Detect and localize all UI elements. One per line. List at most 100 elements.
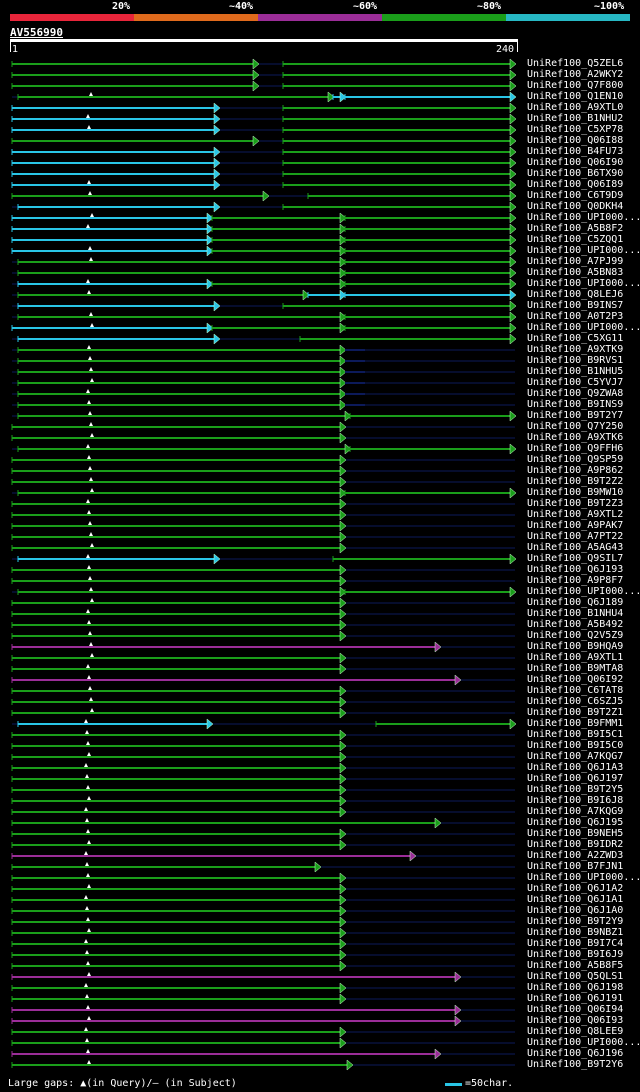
hit-label[interactable]: UniRef100_B9T2Z3 bbox=[527, 498, 624, 509]
hit-label[interactable]: UniRef100_B6TX90 bbox=[527, 168, 624, 179]
hit-label[interactable]: UniRef100_A9XTK9 bbox=[527, 344, 624, 355]
hit-label[interactable]: UniRef100_B1NHU5 bbox=[527, 366, 624, 377]
hit-label[interactable]: UniRef100_B9I6J9 bbox=[527, 949, 624, 960]
hit-label[interactable]: UniRef100_Q06I90 bbox=[527, 157, 624, 168]
hit-label[interactable]: UniRef100_A9PAK7 bbox=[527, 520, 624, 531]
hit-label[interactable]: UniRef100_B9I7C4 bbox=[527, 938, 624, 949]
hit-label[interactable]: UniRef100_UPI000... bbox=[527, 245, 640, 256]
hit-label[interactable]: UniRef100_B9INS9 bbox=[527, 399, 624, 410]
hit-label[interactable]: UniRef100_UPI000... bbox=[527, 278, 640, 289]
hit-label[interactable]: UniRef100_C5YVJ7 bbox=[527, 377, 624, 388]
hit-label[interactable]: UniRef100_UPI000... bbox=[527, 872, 640, 883]
hit-label[interactable]: UniRef100_Q1EN10 bbox=[527, 91, 624, 102]
hit-label[interactable]: UniRef100_B9MW10 bbox=[527, 487, 624, 498]
hit-label[interactable]: UniRef100_A5B8F5 bbox=[527, 960, 624, 971]
hit-label[interactable]: UniRef100_B9MTA8 bbox=[527, 663, 624, 674]
hit-label[interactable]: UniRef100_B1NHU2 bbox=[527, 113, 624, 124]
hit-end-arrow bbox=[213, 124, 221, 136]
hit-label[interactable]: UniRef100_C5XG11 bbox=[527, 333, 624, 344]
hit-label[interactable]: UniRef100_Q6J1A3 bbox=[527, 762, 624, 773]
hit-label[interactable]: UniRef100_A2WKY2 bbox=[527, 69, 624, 80]
hit-label[interactable]: UniRef100_A5AG43 bbox=[527, 542, 624, 553]
hit-label[interactable]: UniRef100_Q06I89 bbox=[527, 179, 624, 190]
hit-label[interactable]: UniRef100_UPI000... bbox=[527, 212, 640, 223]
hit-label[interactable]: UniRef100_Q2V5Z9 bbox=[527, 630, 624, 641]
hit-label[interactable]: UniRef100_Q9ZWA8 bbox=[527, 388, 624, 399]
query-gap-marker bbox=[85, 730, 89, 734]
hit-label[interactable]: UniRef100_B9NBZ1 bbox=[527, 927, 624, 938]
hit-label[interactable]: UniRef100_A2ZWD3 bbox=[527, 850, 624, 861]
query-gap-marker bbox=[87, 884, 91, 888]
hit-label[interactable]: UniRef100_Q5QLS1 bbox=[527, 971, 624, 982]
hit-label[interactable]: UniRef100_Q6J1A2 bbox=[527, 883, 624, 894]
hit-label[interactable]: UniRef100_Q5ZEL6 bbox=[527, 58, 624, 69]
hit-label[interactable]: UniRef100_B9I6J8 bbox=[527, 795, 624, 806]
hit-label[interactable]: UniRef100_C6SZJ5 bbox=[527, 696, 624, 707]
hit-label[interactable]: UniRef100_A7PT22 bbox=[527, 531, 624, 542]
query-id[interactable]: AV556990 bbox=[10, 26, 63, 39]
hit-label[interactable]: UniRef100_B9T2Y9 bbox=[527, 916, 624, 927]
hit-label[interactable]: UniRef100_Q6J1A1 bbox=[527, 894, 624, 905]
hit-label[interactable]: UniRef100_Q6J191 bbox=[527, 993, 624, 1004]
hit-label[interactable]: UniRef100_UPI000... bbox=[527, 1037, 640, 1048]
hit-label[interactable]: UniRef100_A9XTL2 bbox=[527, 509, 624, 520]
hit-label[interactable]: UniRef100_UPI000... bbox=[527, 322, 640, 333]
hit-label[interactable]: UniRef100_C6TAT8 bbox=[527, 685, 624, 696]
hit-label[interactable]: UniRef100_C5XP78 bbox=[527, 124, 624, 135]
hit-label[interactable]: UniRef100_B9INS7 bbox=[527, 300, 624, 311]
hit-label[interactable]: UniRef100_A9XTL1 bbox=[527, 652, 624, 663]
hit-label[interactable]: UniRef100_B9NEH5 bbox=[527, 828, 624, 839]
hit-label[interactable]: UniRef100_Q6J198 bbox=[527, 982, 624, 993]
hit-label[interactable]: UniRef100_B9T2Y7 bbox=[527, 410, 624, 421]
hit-label[interactable]: UniRef100_Q9SIL7 bbox=[527, 553, 624, 564]
hit-label[interactable]: UniRef100_B9T2Z1 bbox=[527, 707, 624, 718]
hit-label[interactable]: UniRef100_B9FMM1 bbox=[527, 718, 624, 729]
hit-label[interactable]: UniRef100_B9I5C1 bbox=[527, 729, 624, 740]
hit-label[interactable]: UniRef100_Q7F800 bbox=[527, 80, 624, 91]
hit-label[interactable]: UniRef100_Q6J1A0 bbox=[527, 905, 624, 916]
hit-label[interactable]: UniRef100_A9P8F7 bbox=[527, 575, 624, 586]
hit-label[interactable]: UniRef100_A5B8F2 bbox=[527, 223, 624, 234]
hit-label[interactable]: UniRef100_B1NHU4 bbox=[527, 608, 624, 619]
hit-end-arrow bbox=[339, 575, 347, 587]
hit-label[interactable]: UniRef100_B9RVS1 bbox=[527, 355, 624, 366]
hit-end-arrow bbox=[339, 520, 347, 532]
hit-label[interactable]: UniRef100_Q6J196 bbox=[527, 1048, 624, 1059]
hit-label[interactable]: UniRef100_B9T2Z2 bbox=[527, 476, 624, 487]
hit-label[interactable]: UniRef100_B9HQA9 bbox=[527, 641, 624, 652]
hit-label[interactable]: UniRef100_A7KQG9 bbox=[527, 806, 624, 817]
hit-label[interactable]: UniRef100_B9T2Y6 bbox=[527, 1059, 624, 1070]
hit-label[interactable]: UniRef100_C6T9D9 bbox=[527, 190, 624, 201]
hit-label[interactable]: UniRef100_Q06I93 bbox=[527, 1015, 624, 1026]
hit-label[interactable]: UniRef100_A7PJ99 bbox=[527, 256, 624, 267]
hit-label[interactable]: UniRef100_C5ZQQ1 bbox=[527, 234, 624, 245]
hit-label[interactable]: UniRef100_Q9FFH6 bbox=[527, 443, 624, 454]
hit-label[interactable]: UniRef100_B9I5C0 bbox=[527, 740, 624, 751]
hit-label[interactable]: UniRef100_A7KQG7 bbox=[527, 751, 624, 762]
hit-label[interactable]: UniRef100_Q7Y250 bbox=[527, 421, 624, 432]
hit-label[interactable]: UniRef100_A9P862 bbox=[527, 465, 624, 476]
hit-label[interactable]: UniRef100_Q6J197 bbox=[527, 773, 624, 784]
hit-label[interactable]: UniRef100_B4FU73 bbox=[527, 146, 624, 157]
hit-label[interactable]: UniRef100_B9T2Y5 bbox=[527, 784, 624, 795]
hit-label[interactable]: UniRef100_Q0DKH4 bbox=[527, 201, 624, 212]
hit-label[interactable]: UniRef100_Q6J195 bbox=[527, 817, 624, 828]
hit-label[interactable]: UniRef100_Q8LEE9 bbox=[527, 1026, 624, 1037]
hit-label[interactable]: UniRef100_Q9SP59 bbox=[527, 454, 624, 465]
hit-label[interactable]: UniRef100_B9IDR2 bbox=[527, 839, 624, 850]
hit-label[interactable]: UniRef100_A5B492 bbox=[527, 619, 624, 630]
hit-label[interactable]: UniRef100_Q06I88 bbox=[527, 135, 624, 146]
hit-end-arrow bbox=[339, 487, 347, 499]
hit-label[interactable]: UniRef100_Q06I94 bbox=[527, 1004, 624, 1015]
hit-label[interactable]: UniRef100_A9XTL0 bbox=[527, 102, 624, 113]
hit-label[interactable]: UniRef100_A0T2P3 bbox=[527, 311, 624, 322]
hit-label[interactable]: UniRef100_A9XTK6 bbox=[527, 432, 624, 443]
hit-end-arrow bbox=[509, 256, 517, 268]
hit-label[interactable]: UniRef100_Q06I92 bbox=[527, 674, 624, 685]
hit-label[interactable]: UniRef100_B7FJN1 bbox=[527, 861, 624, 872]
hit-label[interactable]: UniRef100_Q8LEJ6 bbox=[527, 289, 624, 300]
hit-label[interactable]: UniRef100_Q6J193 bbox=[527, 564, 624, 575]
hit-label[interactable]: UniRef100_A5BN83 bbox=[527, 267, 624, 278]
hit-label[interactable]: UniRef100_UPI000... bbox=[527, 586, 640, 597]
hit-label[interactable]: UniRef100_Q6J189 bbox=[527, 597, 624, 608]
